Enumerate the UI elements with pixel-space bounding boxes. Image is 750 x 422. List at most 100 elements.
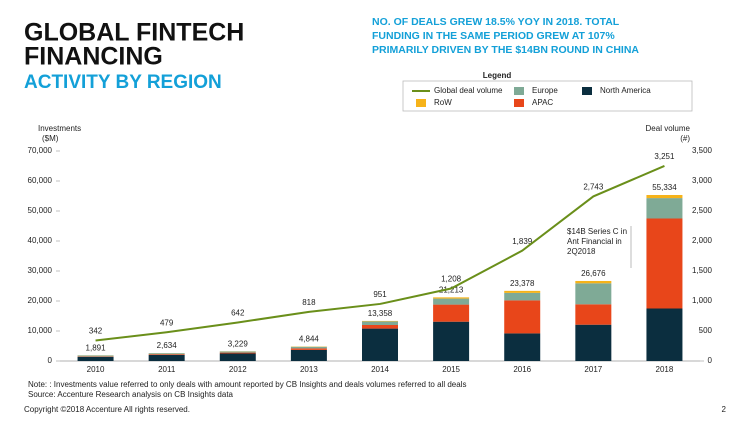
y2-label: (#) [680,134,690,143]
line-value-label: 479 [160,318,174,327]
annotation: Ant Financial in [567,237,622,246]
bar-segment [504,333,541,361]
line-value-label: 2,743 [583,183,604,192]
bar-segment [575,283,612,305]
x-tick-label: 2015 [442,365,460,374]
y2-label: Deal volume [646,124,691,133]
bar-segment [77,356,114,361]
y-label: ($M) [42,134,59,143]
bar-segment [433,297,470,299]
legend-label: Europe [532,86,558,95]
headline-line: PRIMARILY DRIVEN BY THE $14BN ROUND IN C… [372,44,639,56]
title-line: FINANCING [24,43,163,71]
legend-label: Global deal volume [434,86,503,95]
headline-line: NO. OF DEALS GREW 18.5% YOY IN 2018. TOT… [372,16,620,28]
bar-segment [219,351,256,353]
bar-segment [219,352,256,354]
bar-segment [362,328,398,361]
bar-segment [575,304,612,325]
bar-segment [219,353,256,361]
y2-tick-label: 3,000 [692,176,713,185]
copyright: Copyright ©2018 Accenture All rights res… [24,405,190,414]
note: Note: : Investments value referred to on… [28,380,466,389]
bar-segment [433,321,470,361]
total-label: 1,891 [86,343,107,352]
bar-segment [646,218,683,309]
legend-swatch [514,87,524,95]
x-tick-label: 2018 [656,365,674,374]
bar-segment [433,304,470,322]
bar-segment [433,298,470,305]
title-line: GLOBAL FINTECH [24,19,244,47]
total-label: 21,213 [439,285,464,294]
legend-swatch [416,99,426,107]
legend-swatch [582,87,592,95]
line-value-label: 342 [89,327,103,336]
line-value-label: 818 [302,298,316,307]
x-tick-label: 2017 [584,365,602,374]
annotation: 2Q2018 [567,247,596,256]
bar-segment [646,308,683,361]
legend-label: RoW [434,98,452,107]
page-number: 2 [722,405,727,414]
y-label: Investments [38,124,81,133]
subtitle: ACTIVITY BY REGION [24,72,222,93]
bar-segment [148,355,185,361]
x-tick-label: 2012 [229,365,247,374]
line-value-label: 1,839 [512,237,533,246]
bar-segment [290,349,327,361]
y2-tick-label: 0 [708,356,713,365]
legend-box [402,80,693,112]
x-tick-label: 2013 [300,365,318,374]
y2-tick-label: 1,000 [692,296,713,305]
legend-label: North America [600,86,651,95]
y2-tick-label: 1,500 [692,266,713,275]
bar-segment [504,300,541,334]
bar-segment [148,353,185,355]
y-tick-label: 70,000 [28,146,53,155]
y-tick-label: 60,000 [28,176,53,185]
bar-segment [362,321,398,325]
bar-segment [362,325,398,329]
y-tick-label: 50,000 [28,206,53,215]
total-label: 3,229 [228,339,249,348]
legend-title: Legend [483,71,512,80]
y2-tick-label: 2,500 [692,206,713,215]
y-tick-label: 30,000 [28,266,53,275]
bar-segment [504,292,541,301]
bar-segment [575,280,612,284]
y-tick-label: 40,000 [28,236,53,245]
line-value-label: 642 [231,309,245,318]
total-label: 13,358 [368,309,393,318]
x-tick-label: 2011 [158,365,176,374]
headline-line: FUNDING IN THE SAME PERIOD GREW AT 107% [372,30,615,42]
legend-swatch [514,99,524,107]
y-tick-label: 10,000 [28,326,53,335]
x-tick-label: 2014 [371,365,389,374]
y-tick-label: 20,000 [28,296,53,305]
x-tick-label: 2010 [87,365,105,374]
y2-tick-label: 2,000 [692,236,713,245]
annotation: $14B Series C in [567,227,627,236]
y-tick-label: 0 [48,356,53,365]
total-label: 23,378 [510,279,535,288]
bar-segment [504,290,541,293]
note: Source: Accenture Research analysis on C… [28,390,234,399]
y2-tick-label: 500 [699,326,713,335]
bar-segment [290,346,327,349]
line-value-label: 1,208 [441,275,462,284]
x-tick-label: 2016 [513,365,531,374]
y2-tick-label: 3,500 [692,146,713,155]
total-label: 2,634 [157,341,178,350]
bar-segment [646,198,683,219]
total-label: 4,844 [299,335,320,344]
bar-segment [646,194,683,199]
bar-segment [575,324,612,361]
line-value-label: 3,251 [654,152,675,161]
bar-segment [77,355,114,357]
bar-segment [290,348,327,350]
total-label: 55,334 [652,183,677,192]
legend-label: APAC [532,98,553,107]
deal-volume-line [95,165,665,342]
